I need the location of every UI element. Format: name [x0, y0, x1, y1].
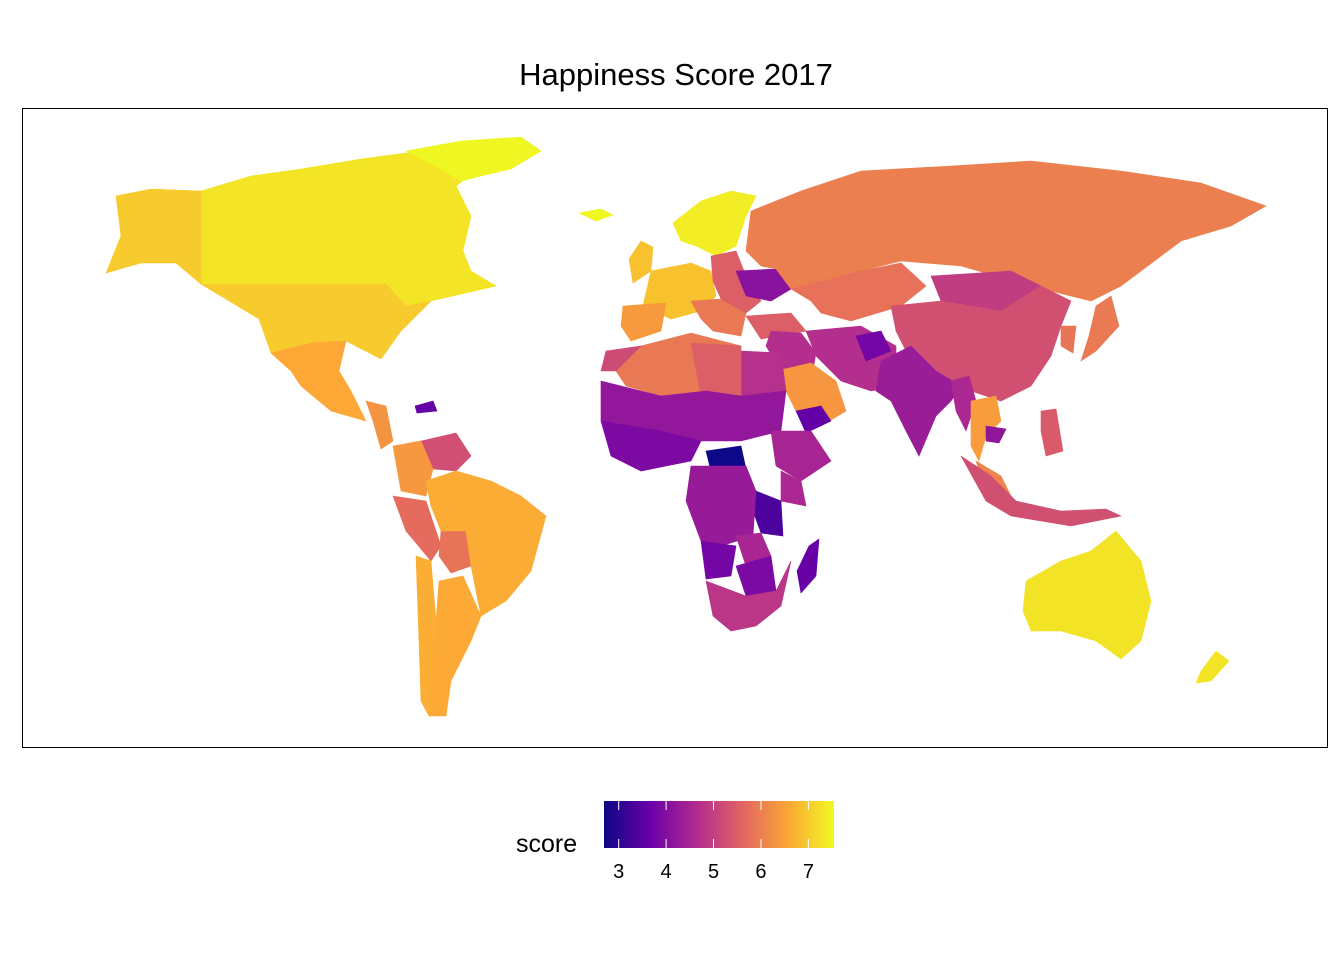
- region-alaska: [105, 188, 202, 285]
- region-west-africa-coast: [600, 420, 702, 472]
- region-haiti: [414, 400, 438, 414]
- region-indonesia: [960, 455, 1122, 527]
- region-afghanistan: [855, 330, 892, 362]
- region-australia: [1022, 530, 1152, 660]
- region-argentina: [428, 575, 482, 717]
- region-yemen: [795, 405, 832, 434]
- region-new-zealand: [1195, 650, 1230, 684]
- region-uk-ireland: [628, 240, 654, 284]
- region-central-america: [365, 400, 394, 450]
- region-india: [875, 345, 962, 457]
- region-egypt: [740, 350, 787, 397]
- region-korea: [1060, 325, 1077, 354]
- legend-tick-label: 4: [660, 861, 672, 883]
- chart-title: Happiness Score 2017: [519, 57, 833, 92]
- region-madagascar: [796, 538, 820, 594]
- legend-tick-label: 6: [755, 861, 767, 883]
- region-bolivia: [438, 530, 472, 574]
- map-panel: [22, 108, 1328, 748]
- region-brazil: [425, 470, 547, 617]
- legend-tick-label: 7: [802, 861, 814, 883]
- region-zimbabwe: [735, 555, 777, 597]
- region-ukraine: [735, 268, 792, 302]
- world-map: [105, 136, 1267, 718]
- region-iceland: [578, 208, 614, 222]
- region-russia: [745, 160, 1267, 302]
- region-south-africa: [705, 560, 792, 632]
- region-greenland: [405, 136, 542, 182]
- legend-tick-label: 3: [613, 861, 625, 883]
- legend-title: score: [516, 830, 578, 858]
- region-philippines: [1040, 408, 1064, 457]
- region-chile: [415, 555, 437, 718]
- region-japan: [1080, 295, 1120, 362]
- region-congo-region: [685, 465, 757, 547]
- region-kenya: [780, 470, 807, 507]
- region-tanzania: [752, 490, 784, 537]
- region-norway-sweden-finland: [672, 190, 757, 257]
- region-cambodia: [985, 425, 1007, 444]
- region-angola: [700, 540, 737, 580]
- region-ethiopia-horn: [770, 430, 832, 482]
- legend-tick-label: 5: [707, 861, 720, 883]
- region-mexico: [270, 340, 367, 422]
- legend-colorbar: [604, 801, 834, 848]
- region-eastern-europe: [710, 250, 762, 314]
- region-usa: [199, 283, 432, 360]
- region-iberia: [620, 302, 667, 342]
- region-morocco: [600, 345, 642, 372]
- region-peru: [392, 495, 442, 562]
